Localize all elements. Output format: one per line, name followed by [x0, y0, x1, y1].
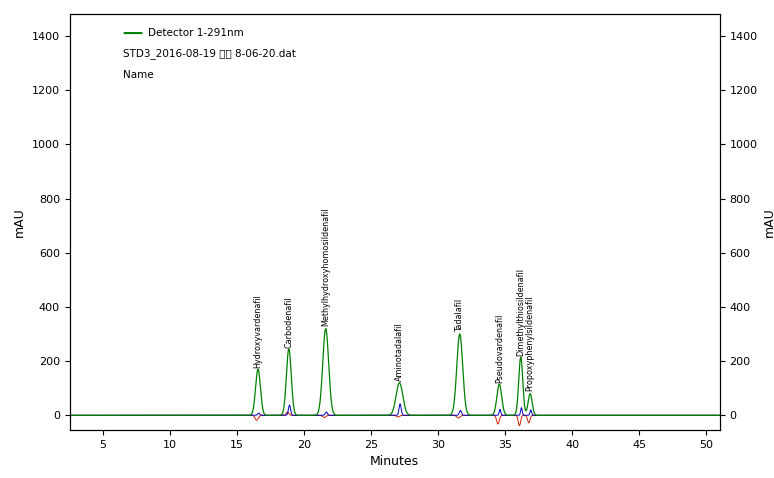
Text: Propoxyphenylsildenafil: Propoxyphenylsildenafil	[526, 296, 535, 391]
Text: STD3_2016-08-19 오훈 8-06-20.dat: STD3_2016-08-19 오훈 8-06-20.dat	[123, 48, 296, 59]
Text: Pseudovardenafil: Pseudovardenafil	[495, 314, 504, 383]
Text: Aminotadalafil: Aminotadalafil	[395, 323, 404, 381]
Text: Name: Name	[123, 70, 153, 80]
Y-axis label: mAU: mAU	[763, 207, 774, 237]
Text: Detector 1-291nm: Detector 1-291nm	[148, 28, 244, 38]
Text: Hydroxyvardenafil: Hydroxyvardenafil	[254, 294, 262, 368]
Y-axis label: mAU: mAU	[13, 207, 26, 237]
Text: Carbodenafil: Carbodenafil	[284, 296, 293, 348]
X-axis label: Minutes: Minutes	[370, 456, 420, 468]
Text: Tadalafil: Tadalafil	[455, 299, 464, 332]
Text: Methylhydroxyhomosildenafil: Methylhydroxyhomosildenafil	[321, 208, 330, 326]
Text: Dimethylthiosildenafil: Dimethylthiosildenafil	[516, 268, 526, 356]
